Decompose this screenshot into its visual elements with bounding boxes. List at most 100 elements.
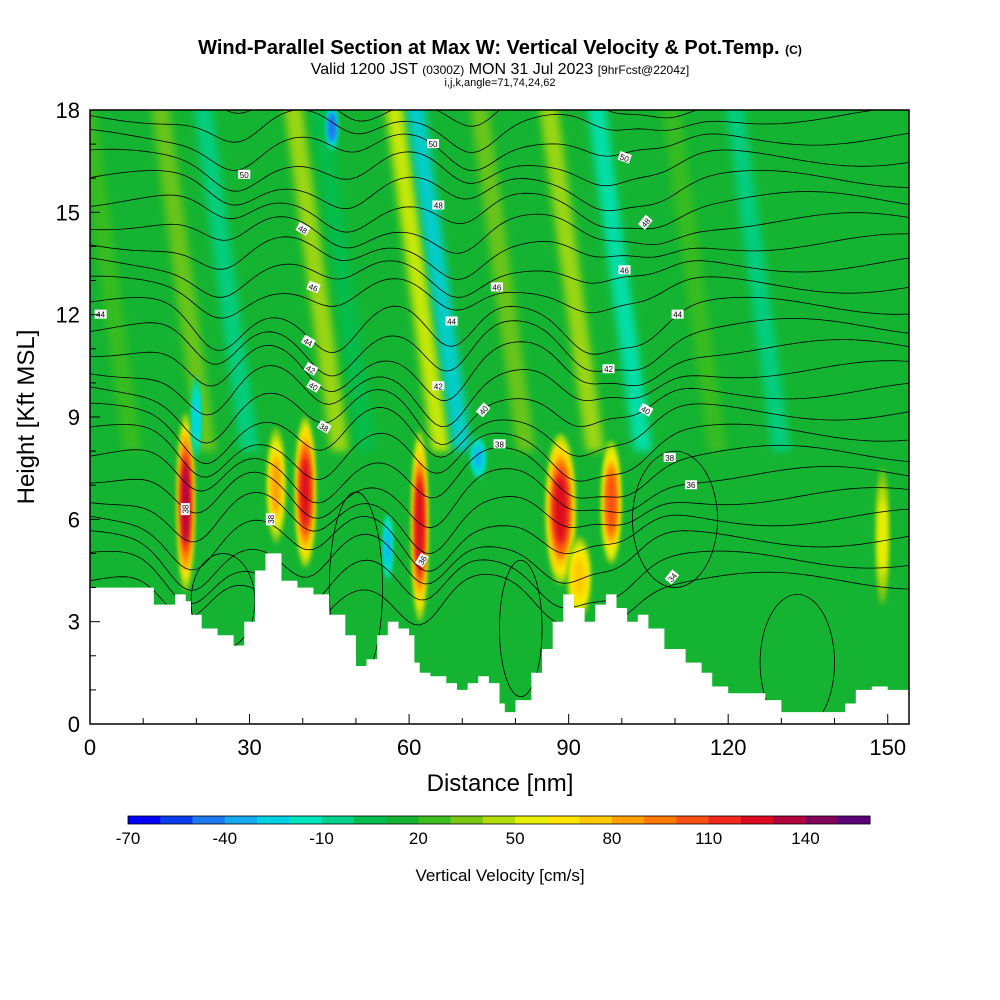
velocity-level: [329, 116, 335, 138]
theta-contour-line: [90, 110, 878, 153]
theta-label-bg: [432, 200, 445, 210]
velocity-level: [879, 505, 886, 568]
colorbar-title: Vertical Velocity [cm/s]: [415, 866, 584, 885]
forecast-info: [9hrFcst@2204z]: [597, 63, 690, 77]
colorbar-swatch: [708, 816, 742, 824]
updraft-cell: [601, 440, 621, 564]
theta-label-bg: [94, 309, 107, 319]
theta-label: 36: [415, 552, 429, 568]
theta-label-text: 46: [620, 266, 629, 275]
theta-contour-loop: [499, 559, 543, 698]
theta-contour-line: [90, 487, 909, 555]
chart-title-block: Wind-Parallel Section at Max W: Vertical…: [0, 36, 1000, 89]
theta-contour-line: [90, 382, 909, 445]
velocity-streak: [662, 110, 727, 452]
theta-label: 42: [602, 364, 615, 374]
theta-label: 46: [306, 280, 321, 294]
theta-label: 38: [180, 503, 191, 516]
theta-contour-line: [90, 257, 909, 298]
velocity-streak: [406, 110, 472, 452]
theta-contour-loop: [632, 450, 718, 588]
velocity-streak: [539, 110, 605, 452]
y-tick-label: 3: [68, 610, 80, 635]
theta-contour-line: [90, 318, 909, 377]
theta-label-bg: [306, 378, 322, 393]
velocity-streak: [725, 110, 791, 452]
updraft-cell: [295, 417, 316, 568]
title-text: Wind-Parallel Section at Max W: Vertical…: [198, 37, 780, 59]
velocity-level: [181, 461, 190, 543]
colorbar-swatch: [257, 816, 290, 824]
theta-label: 38: [265, 513, 276, 526]
theta-label-bg: [490, 282, 503, 292]
theta-contour-line: [90, 233, 909, 280]
velocity-level: [475, 448, 482, 468]
theta-label: 46: [490, 282, 503, 292]
velocity-level: [573, 558, 585, 597]
x-tick-label: 0: [84, 735, 96, 760]
theta-contour-line: [90, 571, 909, 631]
colorbar-swatch: [805, 816, 839, 824]
theta-label-bg: [638, 402, 654, 417]
colorbar-swatch: [224, 816, 258, 824]
theta-label: 38: [493, 439, 506, 449]
theta-label: 40: [306, 378, 322, 393]
theta-label: 42: [432, 381, 445, 391]
velocity-level: [194, 398, 199, 436]
downdraft-cell: [192, 376, 201, 458]
y-tick-label: 9: [68, 405, 80, 430]
velocity-streak: [385, 110, 450, 452]
theta-label-text: 50: [240, 171, 249, 180]
colorbar-tick-label: 110: [695, 829, 722, 848]
velocity-streak: [90, 110, 142, 452]
theta-label-bg: [664, 569, 680, 585]
terrain: [90, 553, 909, 724]
grid-indices: i,j,k,angle=71,74,24,62: [444, 77, 556, 89]
theta-label: 44: [300, 334, 316, 349]
theta-label: 48: [295, 222, 311, 236]
theta-label: 36: [684, 480, 697, 490]
theta-contour-line: [90, 402, 909, 465]
colorbar-swatch: [837, 816, 871, 824]
colorbar-swatch: [418, 816, 452, 824]
y-tick-label: 15: [56, 200, 80, 225]
theta-label-bg: [427, 139, 440, 149]
theta-label: 44: [445, 316, 458, 326]
x-tick-label: 120: [710, 735, 747, 760]
velocity-streak: [194, 110, 259, 452]
colorbar-swatch: [192, 816, 226, 824]
colorbar-tick-label: -40: [212, 829, 237, 848]
theta-label-bg: [316, 419, 332, 434]
x-tick-label: 150: [869, 735, 906, 760]
theta-label-bg: [684, 480, 697, 490]
theta-label-text: 36: [687, 481, 696, 490]
velocity-streak: [311, 110, 376, 452]
theta-label-text: 44: [96, 311, 105, 320]
colorbar-swatch: [676, 816, 710, 824]
theta-label-bg: [493, 439, 506, 449]
theta-label-text: 38: [182, 504, 191, 513]
theta-label-text: 38: [665, 454, 674, 463]
theta-label-text: 42: [604, 365, 613, 374]
theta-label-bg: [265, 513, 275, 526]
updraft-cell: [545, 434, 576, 585]
theta-label-bg: [432, 381, 445, 391]
theta-contour-line: [90, 339, 909, 402]
valid-time: Valid 1200 JST: [310, 61, 418, 78]
theta-label-text: 38: [495, 440, 504, 449]
x-axis-title: Distance [nm]: [427, 770, 574, 797]
theta-label-bg: [618, 265, 631, 275]
theta-label-bg: [238, 169, 251, 179]
theta-label: 40: [638, 402, 654, 417]
colorbar-swatch: [547, 816, 581, 824]
downdraft-cell: [326, 110, 338, 151]
theta-contour-line: [90, 148, 909, 192]
theta-label: 50: [617, 151, 632, 164]
theta-label-bg: [295, 222, 311, 236]
updraft-cell: [876, 468, 889, 605]
theta-label-text: 50: [429, 140, 438, 149]
theta-label-text: 50: [619, 152, 631, 164]
theta-label-text: 44: [447, 317, 456, 326]
colorbar-swatch: [773, 816, 806, 824]
